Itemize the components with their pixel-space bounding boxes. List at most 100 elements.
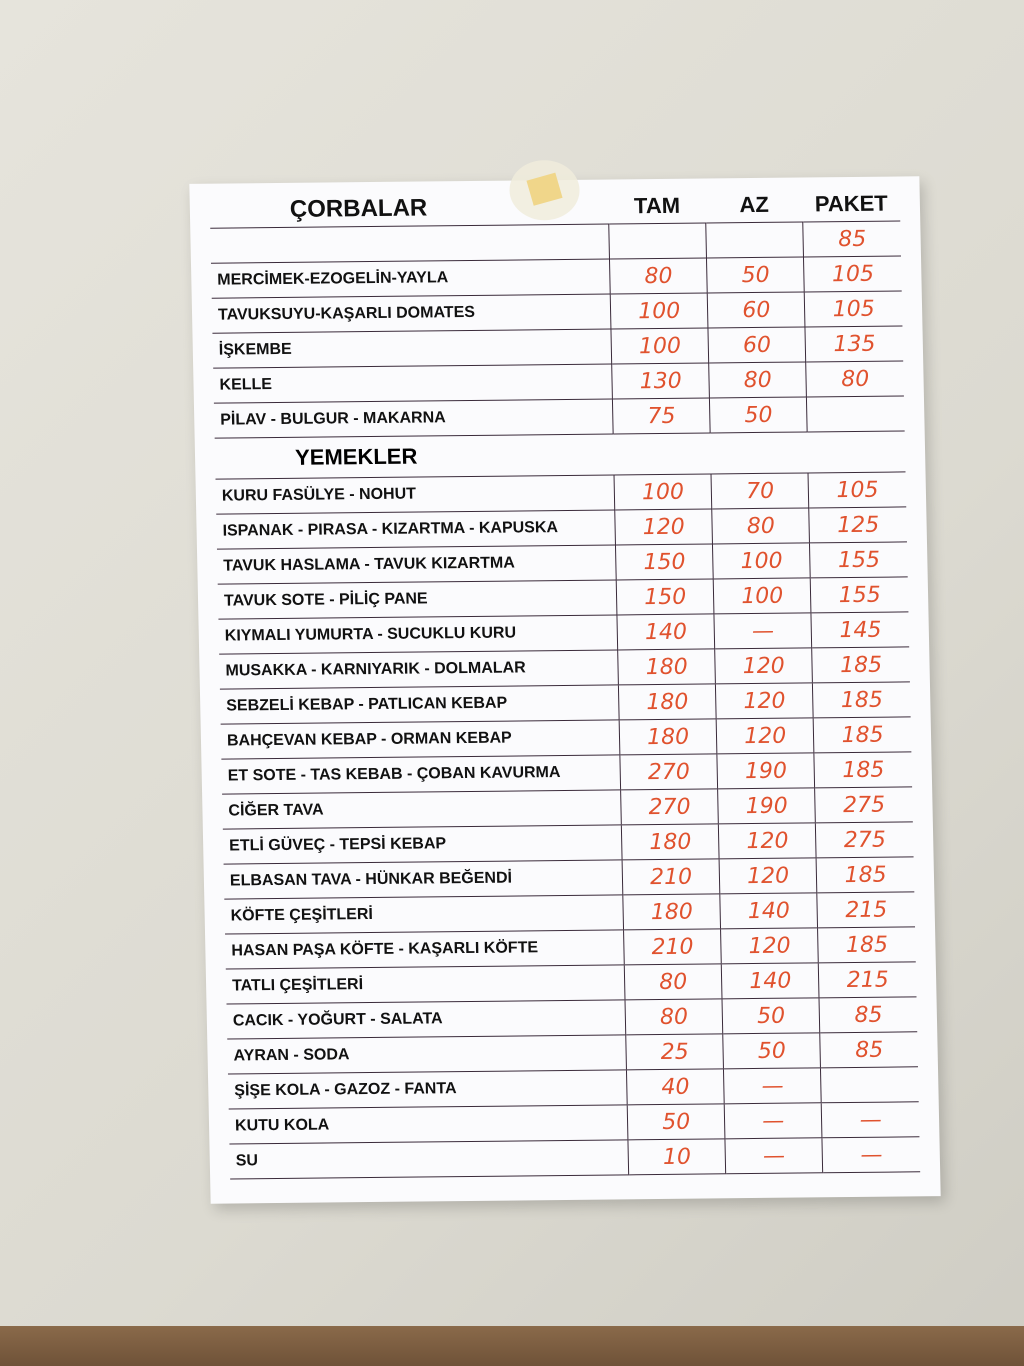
- item-name: SEBZELİ KEBAP - PATLICAN KEBAP: [219, 684, 620, 725]
- item-name: KIYMALI YUMURTA - SUCUKLU KURU: [218, 614, 618, 655]
- floor: [0, 1326, 1024, 1366]
- column-tam: TAM: [608, 188, 706, 225]
- price-az: —: [724, 1102, 823, 1139]
- item-name: SU: [229, 1139, 629, 1180]
- item-name: KÖFTE ÇEŞİTLERİ: [224, 894, 624, 935]
- price-paket: 185: [811, 646, 910, 683]
- item-name: CACIK - YOĞURT - SALATA: [226, 999, 626, 1040]
- price-paket: [806, 395, 905, 432]
- price-tam: 80: [609, 258, 708, 295]
- price-tam: 80: [624, 963, 723, 1000]
- price-paket: 275: [814, 786, 913, 823]
- price-paket: [820, 1066, 919, 1103]
- price-tam: 270: [620, 788, 719, 825]
- item-name: İŞKEMBE: [212, 329, 612, 369]
- price-paket: 185: [817, 926, 916, 963]
- price-paket: 85: [819, 996, 918, 1033]
- item-name: ŞİŞE KOLA - GAZOZ - FANTA: [227, 1069, 628, 1110]
- price-az: 120: [714, 647, 813, 684]
- price-paket: 125: [808, 506, 907, 543]
- price-tam: 180: [621, 823, 720, 860]
- price-az: 140: [720, 892, 818, 929]
- price-tam: 120: [614, 508, 713, 545]
- price-tam: 180: [617, 648, 716, 685]
- price-paket: 155: [809, 541, 908, 578]
- column-paket: PAKET: [802, 186, 901, 223]
- price-tam: 100: [611, 328, 709, 365]
- item-name: PİLAV - BULGUR - MAKARNA: [213, 399, 614, 439]
- price-paket: 185: [814, 751, 913, 788]
- price-tam: 210: [622, 858, 721, 895]
- price-paket: —: [822, 1136, 921, 1173]
- item-name: TATLI ÇEŞİTLERİ: [225, 964, 626, 1005]
- price-az: 120: [719, 857, 818, 894]
- item-name: ET SOTE - TAS KEBAB - ÇOBAN KAVURMA: [221, 754, 621, 795]
- item-name: HASAN PAŞA KÖFTE - KAŞARLI KÖFTE: [225, 929, 625, 970]
- price-az: 80: [708, 361, 807, 398]
- menu-row: SU 10— —: [229, 1136, 921, 1180]
- price-az: 120: [718, 822, 817, 859]
- price-tam: 180: [618, 683, 717, 720]
- price-az: 70: [711, 472, 809, 509]
- price-paket: 275: [815, 821, 914, 858]
- price-paket: 105: [803, 255, 902, 292]
- price-paket: 135: [805, 325, 904, 362]
- price-az: 120: [715, 682, 814, 719]
- price-az: 190: [717, 752, 815, 789]
- price-paket: 80: [805, 360, 904, 397]
- price-paket: —: [821, 1101, 920, 1138]
- price-tam: 75: [612, 397, 711, 434]
- item-name: TAVUK SOTE - PİLİÇ PANE: [217, 579, 618, 620]
- price-az: —: [714, 612, 812, 649]
- price-az: 120: [716, 717, 815, 754]
- header-paket-value: 85: [803, 220, 901, 257]
- price-az: 50: [722, 997, 820, 1034]
- price-az: —: [723, 1067, 822, 1104]
- price-paket: 185: [812, 681, 911, 718]
- price-az: 50: [706, 256, 805, 294]
- price-tam: 100: [610, 293, 709, 330]
- price-tam: 25: [625, 1033, 724, 1070]
- price-az: 190: [717, 787, 816, 824]
- price-paket: 105: [804, 290, 903, 327]
- price-tam: 40: [626, 1068, 725, 1105]
- menu-sheet: ÇORBALAR TAM AZ PAKET 85 MERCİMEK-EZOGEL…: [189, 159, 941, 1204]
- item-name: KURU FASÜLYE - NOHUT: [215, 474, 615, 515]
- price-tam: 80: [625, 998, 723, 1035]
- price-tam: 50: [627, 1103, 726, 1140]
- section-title-yemekler: YEMEKLER: [214, 430, 906, 480]
- price-tam: 10: [628, 1138, 726, 1175]
- item-name: MERCİMEK-EZOGELİN-YAYLA: [210, 259, 611, 299]
- item-name: KELLE: [213, 364, 613, 404]
- price-tam: 130: [611, 362, 710, 400]
- price-paket: 185: [813, 716, 912, 753]
- price-az: 100: [713, 577, 812, 614]
- item-name: TAVUKSUYU-KAŞARLI DOMATES: [211, 294, 612, 334]
- item-name: ELBASAN TAVA - HÜNKAR BEĞENDİ: [223, 859, 623, 900]
- price-paket: 185: [816, 856, 915, 893]
- item-name: TAVUK HASLAMA - TAVUK KIZARTMA: [216, 544, 617, 585]
- price-az: 50: [722, 1032, 821, 1069]
- price-paket: 215: [817, 891, 916, 928]
- price-tam: 150: [615, 543, 714, 580]
- price-paket: 155: [810, 576, 909, 613]
- price-az: 120: [720, 927, 819, 964]
- price-table: ÇORBALAR TAM AZ PAKET 85 MERCİMEK-EZOGEL…: [209, 186, 921, 1180]
- item-name: MUSAKKA - KARNIYARIK - DOLMALAR: [219, 649, 619, 690]
- price-az: 140: [721, 962, 820, 999]
- price-paket: 85: [819, 1031, 918, 1068]
- price-tam: 140: [617, 613, 715, 650]
- column-az: AZ: [705, 187, 804, 224]
- item-name: ISPANAK - PIRASA - KIZARTMA - KAPUSKA: [216, 509, 616, 550]
- price-tam: 270: [619, 753, 718, 790]
- item-name: AYRAN - SODA: [227, 1034, 627, 1075]
- price-tam: 100: [614, 473, 712, 510]
- price-az: —: [725, 1137, 823, 1174]
- price-tam: 150: [616, 578, 715, 615]
- item-name: KUTU KOLA: [228, 1104, 629, 1145]
- price-paket: 105: [808, 471, 907, 508]
- item-name: CİĞER TAVA: [222, 789, 622, 830]
- price-az: 60: [708, 326, 806, 363]
- price-tam: 210: [623, 928, 722, 965]
- price-az: 80: [711, 507, 810, 544]
